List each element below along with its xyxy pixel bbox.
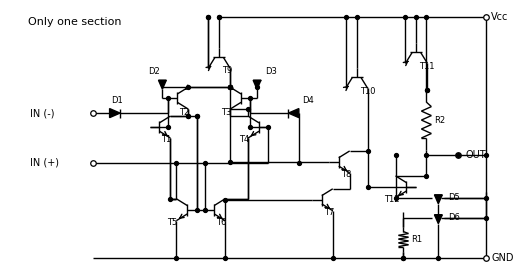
- Text: D6: D6: [448, 213, 460, 222]
- Text: Vcc: Vcc: [491, 12, 509, 22]
- Text: T6: T6: [216, 218, 226, 227]
- Polygon shape: [435, 215, 442, 224]
- Text: T11: T11: [420, 62, 435, 71]
- Text: D4: D4: [302, 96, 313, 105]
- Text: T10: T10: [359, 87, 375, 96]
- Polygon shape: [435, 195, 442, 204]
- Text: T5: T5: [167, 218, 178, 227]
- Text: Only one section: Only one section: [28, 17, 121, 27]
- Polygon shape: [159, 80, 166, 89]
- Text: D5: D5: [448, 193, 460, 202]
- Polygon shape: [289, 108, 299, 118]
- Text: OUT: OUT: [465, 150, 486, 160]
- Text: GND: GND: [491, 253, 514, 262]
- Text: T9: T9: [222, 66, 233, 75]
- Text: T2: T2: [179, 108, 190, 116]
- Text: IN (-): IN (-): [30, 108, 54, 118]
- Text: IN (+): IN (+): [30, 158, 59, 168]
- Text: D1: D1: [111, 96, 122, 105]
- Text: R1: R1: [411, 235, 423, 244]
- Polygon shape: [110, 108, 120, 118]
- Text: T4: T4: [239, 136, 249, 145]
- Text: R2: R2: [435, 116, 445, 124]
- Text: D2: D2: [149, 67, 160, 76]
- Text: T8: T8: [341, 170, 351, 179]
- Text: D3: D3: [265, 67, 277, 76]
- Text: T7: T7: [324, 208, 334, 217]
- Text: T12: T12: [384, 195, 400, 204]
- Text: T3: T3: [221, 108, 232, 116]
- Text: T1: T1: [162, 136, 171, 145]
- Polygon shape: [253, 80, 261, 89]
